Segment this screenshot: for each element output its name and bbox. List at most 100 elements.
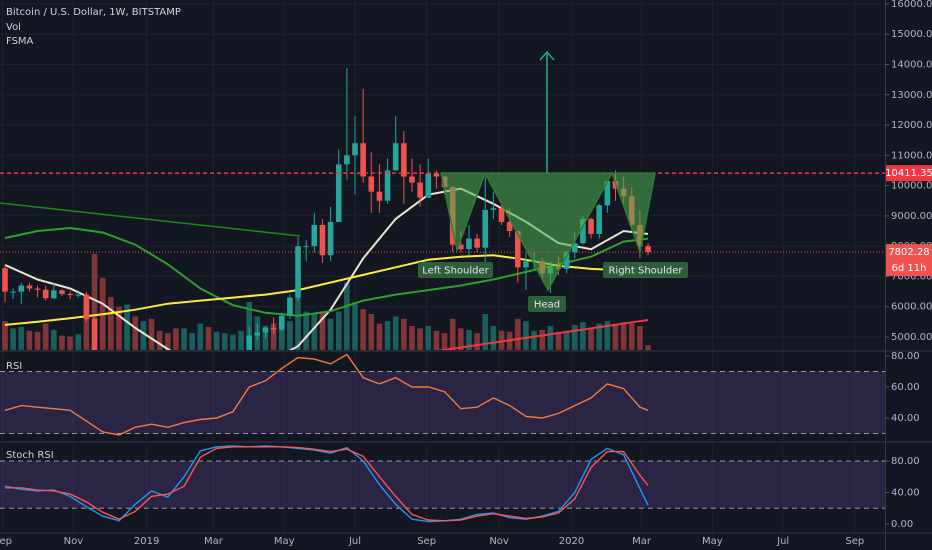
candle-body (580, 218, 586, 244)
price-badge-label: 10411.35 (885, 168, 932, 179)
volume-bar (612, 323, 619, 350)
volume-bar (51, 329, 57, 350)
volume-bar (270, 323, 277, 350)
volume-bar (628, 323, 635, 350)
y-tick-label: 11000.00 (891, 150, 932, 161)
volume-bar (604, 321, 611, 350)
volume-bar (287, 321, 293, 350)
volume-bar (197, 323, 204, 350)
candle-body (18, 285, 25, 292)
volume-bar (189, 333, 196, 350)
volume-bar (474, 333, 480, 350)
x-tick-label: May (702, 536, 723, 547)
volume-bar (441, 333, 448, 350)
candle-body (523, 261, 529, 268)
candle-body (262, 327, 269, 333)
band-fill (0, 371, 885, 434)
candle-body (433, 173, 440, 177)
volume-bar (376, 323, 383, 350)
volume-bar (18, 326, 25, 350)
indicator-name: Vol (6, 22, 21, 33)
candle-body (270, 327, 277, 330)
volume-bar (148, 318, 155, 350)
volume-bar (75, 334, 82, 350)
candle-body (409, 176, 415, 183)
volume-bar (319, 311, 326, 350)
volume-bar (596, 323, 603, 350)
rsi-pane (0, 353, 885, 436)
candle-body (506, 221, 513, 232)
volume-bar (490, 326, 497, 350)
indicator-line (5, 446, 649, 522)
candle-body (604, 181, 611, 206)
volume-bar (401, 318, 407, 350)
candle-body (303, 246, 309, 248)
volume-bar (384, 321, 391, 350)
volume-bar (230, 334, 236, 350)
candle-body (490, 208, 497, 210)
candle-body (246, 335, 252, 350)
volume-bar (205, 326, 212, 350)
volume-bar (124, 304, 130, 350)
chart-title: Bitcoin / U.S. Dollar, 1W, BITSTAMP (6, 7, 181, 18)
y-tick-label: 5000.00 (891, 332, 932, 343)
volume-bar (164, 333, 171, 350)
y-tick-label: 80.00 (891, 351, 920, 362)
candle-body (51, 290, 57, 299)
volume-bar (344, 282, 350, 350)
volume-bar (132, 316, 139, 350)
candle-body (417, 182, 423, 198)
volume-bar (67, 336, 73, 350)
volume-bar (433, 330, 440, 350)
candle-body (319, 224, 326, 256)
indicator-name: FSMA (6, 36, 34, 47)
candle-body (596, 205, 603, 235)
price-pane: Left Shoulder Head Right Shoulder (0, 50, 885, 350)
volume-bar (10, 328, 16, 350)
x-tick-label: Mar (632, 536, 652, 547)
volume-bar (458, 328, 464, 350)
annotation-label: Left Shoulder (422, 266, 489, 277)
candle-body (335, 164, 342, 222)
volume-bar (637, 326, 643, 350)
volume-bar (515, 318, 521, 350)
candle-body (376, 191, 383, 201)
pane-title: RSI (6, 361, 22, 372)
volume-bar (311, 314, 318, 350)
volume-bar (571, 325, 578, 350)
volume-bar (238, 330, 244, 350)
candle-body (327, 221, 334, 256)
volume-bar (498, 330, 505, 350)
volume-bar (303, 311, 309, 350)
volume-bar (482, 314, 489, 350)
y-tick-label: 15000.00 (891, 29, 932, 40)
candle-body (67, 293, 73, 295)
candle-body (401, 143, 407, 177)
volume-bar (580, 322, 586, 350)
x-tick-label: Jul (348, 536, 361, 547)
trend-line (0, 202, 301, 237)
volume-bar (425, 326, 432, 350)
candle-body (59, 290, 65, 294)
candle-body (384, 170, 391, 201)
volume-bar (278, 328, 285, 350)
candle-body (368, 176, 375, 192)
price-badge-label: 7802.28 (888, 247, 929, 258)
volume-bar (83, 297, 90, 350)
y-tick-label: 6000.00 (891, 302, 932, 313)
volume-bar (116, 306, 122, 350)
volume-bar (588, 328, 594, 350)
pattern-shape (440, 172, 487, 253)
volume-bar (295, 292, 301, 350)
x-tick-label: 2020 (559, 536, 584, 547)
y-tick-label: 40.00 (891, 413, 920, 424)
candle-body (571, 243, 578, 253)
y-tick-label: 9000.00 (891, 211, 932, 222)
volume-bar (156, 330, 163, 350)
volume-bar (173, 328, 179, 350)
annotation-box (528, 296, 566, 312)
x-tick-label: Nov (489, 536, 509, 547)
stoch-rsi-pane (0, 445, 885, 523)
